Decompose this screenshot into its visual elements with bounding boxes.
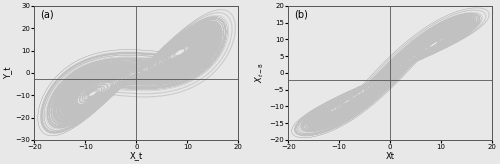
Text: (b): (b) (294, 10, 308, 20)
X-axis label: Xt: Xt (386, 152, 394, 161)
Y-axis label: $X_{t-8}$: $X_{t-8}$ (254, 62, 266, 83)
X-axis label: X_t: X_t (130, 152, 143, 161)
Y-axis label: Y_t: Y_t (4, 67, 13, 79)
Text: (a): (a) (40, 10, 54, 20)
